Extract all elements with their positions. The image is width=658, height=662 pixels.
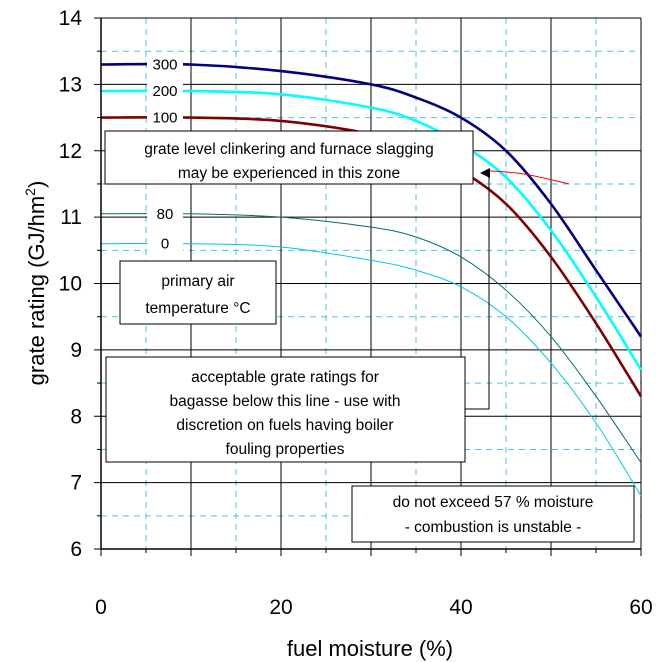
clinkering-text-line-2: may be experienced in this zone <box>178 165 400 182</box>
acceptable-text-line-4: fouling properties <box>226 441 345 458</box>
x-tick-label: 60 <box>629 596 652 619</box>
acceptable-text-line-3: discretion on fuels having boiler <box>176 417 393 434</box>
acceptable-text-line-2: bagasse below this line - use with <box>170 393 401 410</box>
series-label-300: 300 <box>152 56 177 73</box>
clinkering-annotation: grate level clinkering and furnace slagg… <box>105 131 473 184</box>
x-tick-label: 20 <box>269 596 292 619</box>
y-tick-label: 11 <box>60 206 82 229</box>
acceptable-annotation: acceptable grate ratings for bagasse bel… <box>106 357 465 462</box>
y-tick-label: 9 <box>70 339 82 362</box>
moisture-limit-annotation: do not exceed 57 % moisture - combustion… <box>352 486 634 542</box>
y-tick-label: 14 <box>59 7 83 30</box>
moisture-limit-text-line-2: - combustion is unstable - <box>405 519 582 536</box>
x-tick-label: 40 <box>449 596 472 619</box>
x-axis-label: fuel moisture (%) <box>287 636 453 661</box>
series-label-80: 80 <box>157 206 174 223</box>
series-label-200: 200 <box>152 83 177 100</box>
primary-air-annotation: primary air temperature °C <box>120 261 276 324</box>
y-tick-label: 6 <box>70 538 82 561</box>
y-tick-label: 13 <box>59 73 82 96</box>
primary-air-text-line-2: temperature °C <box>145 300 250 317</box>
y-ticks: 6 7 8 9 10 11 12 13 14 <box>59 7 101 561</box>
clinkering-text-line-1: grate level clinkering and furnace slagg… <box>144 141 434 158</box>
moisture-limit-text-line-1: do not exceed 57 % moisture <box>393 494 594 511</box>
y-axis-label: grate rating (GJ/hm2) <box>22 181 49 386</box>
y-tick-label: 8 <box>70 405 82 428</box>
y-tick-label: 7 <box>70 472 82 495</box>
acceptable-text-line-1: acceptable grate ratings for <box>191 369 379 386</box>
x-tick-label: 0 <box>95 596 107 619</box>
series-label-0: 0 <box>161 236 169 253</box>
primary-air-text-line-1: primary air <box>161 273 234 290</box>
series-label-100: 100 <box>152 110 177 127</box>
x-ticks: 0 20 40 60 <box>95 549 653 619</box>
y-tick-label: 12 <box>59 140 82 163</box>
y-tick-label: 10 <box>59 273 82 296</box>
